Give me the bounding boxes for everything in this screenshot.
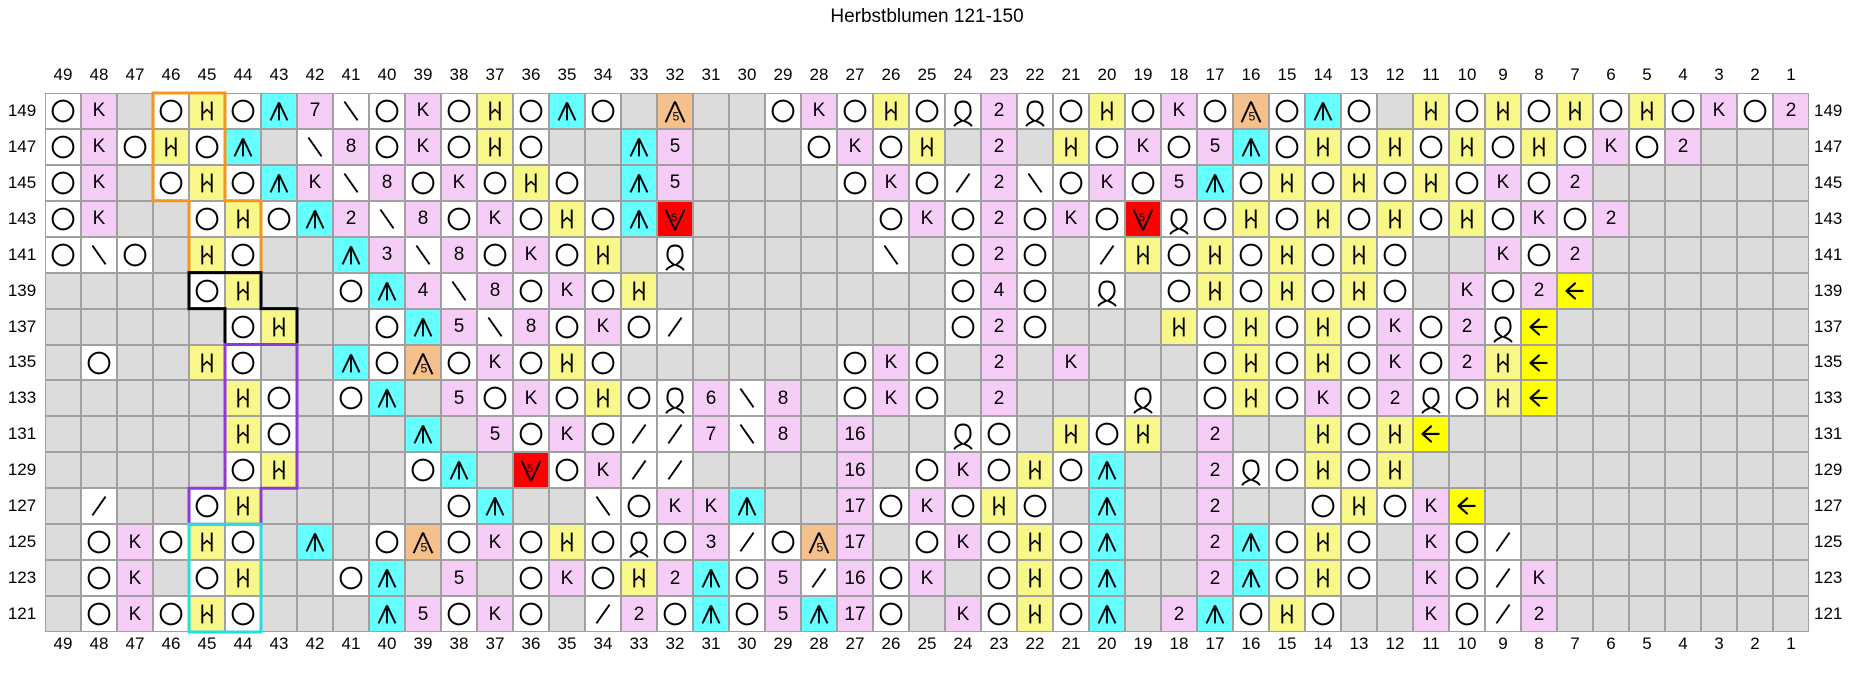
svg-text:5: 5: [673, 109, 680, 123]
svg-text:5: 5: [527, 463, 533, 475]
svg-text:5: 5: [671, 212, 677, 224]
svg-text:5: 5: [421, 361, 428, 375]
svg-text:5: 5: [1249, 109, 1256, 123]
svg-text:5: 5: [817, 541, 824, 555]
svg-text:5: 5: [421, 541, 428, 555]
svg-text:5: 5: [1139, 212, 1145, 224]
